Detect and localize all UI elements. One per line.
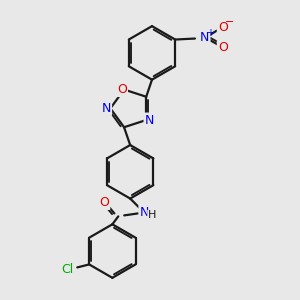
Text: N: N bbox=[140, 206, 149, 219]
Text: O: O bbox=[117, 83, 127, 96]
Text: H: H bbox=[148, 210, 156, 220]
Text: O: O bbox=[218, 21, 228, 34]
Text: −: − bbox=[225, 17, 234, 27]
Text: N: N bbox=[145, 113, 154, 127]
Text: N: N bbox=[102, 102, 111, 115]
Text: N: N bbox=[200, 31, 210, 44]
Text: Cl: Cl bbox=[61, 263, 74, 276]
Text: +: + bbox=[206, 28, 214, 38]
Text: O: O bbox=[100, 196, 110, 209]
Text: O: O bbox=[218, 41, 228, 54]
